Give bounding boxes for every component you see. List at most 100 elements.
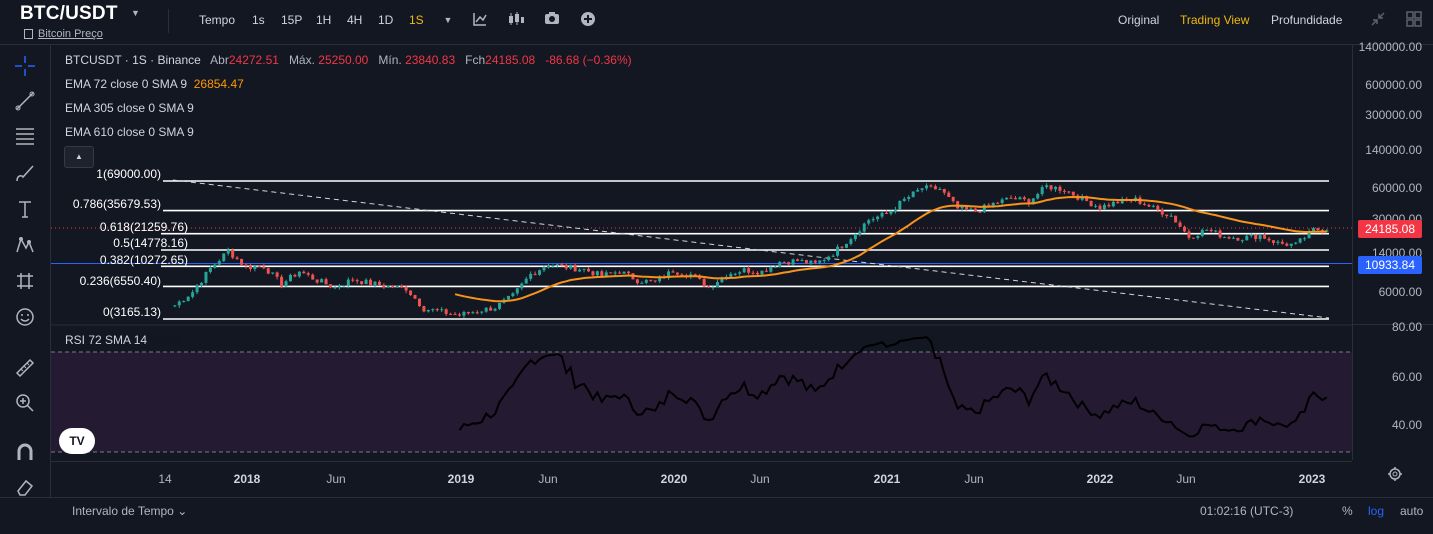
candle-body: [929, 185, 933, 187]
candle-body: [604, 272, 608, 277]
candle-body: [288, 274, 292, 282]
candle-body: [333, 287, 337, 289]
candle-body: [1049, 185, 1053, 190]
zoom-icon[interactable]: [13, 392, 37, 416]
chart-area[interactable]: [51, 45, 1352, 460]
candle-body: [426, 309, 430, 312]
auto-toggle[interactable]: auto: [1400, 504, 1424, 518]
candle-body: [524, 278, 528, 284]
candle-body: [435, 309, 439, 311]
view-tradingview-tab[interactable]: Trading View: [1180, 13, 1250, 27]
candle-body: [1249, 234, 1253, 236]
candle-body: [595, 271, 599, 276]
ruler-icon[interactable]: [13, 357, 37, 381]
candle-body: [498, 302, 502, 309]
candle-body: [382, 284, 386, 288]
candle-body: [1231, 237, 1235, 239]
candle-body: [422, 306, 426, 312]
clock-display[interactable]: 01:02:16 (UTC-3): [1200, 504, 1294, 518]
interval-15p[interactable]: 15P: [281, 13, 303, 27]
candle-body: [1285, 243, 1289, 246]
symbol-subtitle-text[interactable]: Bitcoin Preço: [38, 28, 103, 40]
trendline-icon[interactable]: [13, 90, 37, 114]
crosshair-icon[interactable]: [13, 55, 37, 79]
view-depth-tab[interactable]: Profundidade: [1271, 13, 1343, 27]
candle-body: [1054, 186, 1058, 190]
divider: [168, 9, 169, 33]
candle-body: [458, 314, 461, 316]
price-axis[interactable]: 1400000.00 600000.00 300000.00 140000.00…: [1352, 40, 1433, 460]
candle-body: [204, 271, 208, 283]
candle-body: [1085, 196, 1089, 201]
ema1-value: 26854.47: [193, 77, 244, 91]
fib-label-1: 1(69000.00): [96, 167, 161, 181]
candle-body: [1254, 234, 1258, 240]
fullscreen-icon[interactable]: [1369, 11, 1387, 29]
candle-body: [880, 212, 884, 217]
candle-body: [600, 271, 604, 277]
ema2-legend[interactable]: EMA 305 close 0 SMA 9: [65, 101, 194, 115]
interval-dropdown-icon[interactable]: ▼: [443, 15, 453, 25]
candle-body: [551, 265, 555, 267]
ema1-legend[interactable]: EMA 72 close 0 SMA 9 26854.47: [65, 77, 244, 91]
candle-body: [1191, 237, 1195, 239]
rsi-legend[interactable]: RSI 72 SMA 14 48.94: [65, 333, 181, 347]
percent-toggle[interactable]: %: [1342, 504, 1353, 518]
candles-icon[interactable]: [507, 11, 525, 29]
candle-body: [1307, 231, 1311, 239]
candle-body: [773, 266, 777, 268]
candle-body: [876, 216, 880, 220]
interval-4h[interactable]: 4H: [347, 13, 363, 27]
ema2-label: EMA 305 close 0 SMA 9: [65, 101, 194, 115]
eraser-icon[interactable]: [13, 476, 37, 500]
candle-body: [1107, 204, 1111, 207]
camera-icon[interactable]: [543, 11, 561, 29]
candle-body: [960, 206, 964, 209]
grid-icon[interactable]: [1405, 11, 1423, 29]
tradingview-logo[interactable]: TV: [59, 428, 95, 454]
view-original-tab[interactable]: Original: [1118, 13, 1160, 27]
interval-tempo[interactable]: Tempo: [199, 13, 236, 27]
forecast-icon[interactable]: [13, 270, 37, 294]
chevron-down-icon[interactable]: ▼: [131, 8, 140, 18]
candle-body: [511, 293, 515, 296]
text-icon[interactable]: [13, 198, 37, 222]
candle-body: [391, 285, 395, 288]
interval-1s[interactable]: 1s: [252, 13, 265, 27]
interval-1d[interactable]: 1D: [378, 13, 394, 27]
indicators-icon[interactable]: [471, 11, 489, 29]
interval-1s-week[interactable]: 1S: [409, 13, 424, 27]
open-value: 24272.51: [228, 53, 279, 67]
symbol-subtitle[interactable]: Bitcoin Preço: [24, 28, 103, 40]
candle-body: [809, 260, 813, 264]
candle-body: [280, 276, 284, 287]
pattern-icon[interactable]: [13, 234, 37, 258]
magnet-icon[interactable]: [13, 441, 37, 465]
chart-settings-icon[interactable]: [1387, 466, 1403, 487]
brush-icon[interactable]: [13, 162, 37, 186]
candle-body: [956, 201, 960, 209]
rsi-label: RSI 72 SMA 14: [65, 333, 148, 347]
time-axis[interactable]: 14 2018 Jun 2019 Jun 2020 Jun 2021 Jun 2…: [51, 461, 1352, 492]
candle-body: [693, 274, 697, 276]
candle-body: [769, 267, 773, 272]
time-range-button[interactable]: Intervalo de Tempo ⌄: [72, 504, 187, 518]
candle-body: [667, 271, 671, 279]
change-value: -86.68 (−0.36%): [545, 53, 632, 67]
interval-1h[interactable]: 1H: [316, 13, 332, 27]
candle-body: [1312, 228, 1315, 232]
collapse-legend-button[interactable]: ▲: [64, 146, 94, 168]
add-icon[interactable]: [579, 11, 597, 29]
emoji-icon[interactable]: [13, 306, 37, 330]
symbol-title[interactable]: BTC/USDT: [20, 3, 118, 24]
candle-body: [377, 281, 381, 285]
log-toggle[interactable]: log: [1368, 504, 1385, 518]
candle-body: [573, 264, 577, 272]
candle-body: [796, 259, 800, 261]
fib-levels-icon[interactable]: [13, 125, 37, 149]
rsi-value: 48.94: [151, 333, 182, 347]
candle-body: [431, 309, 435, 311]
ema3-legend[interactable]: EMA 610 close 0 SMA 9: [65, 125, 194, 139]
candle-body: [489, 307, 493, 311]
ohlc-legend: BTCUSDT · 1S · Binance Abr24272.51 Máx. …: [65, 53, 632, 67]
